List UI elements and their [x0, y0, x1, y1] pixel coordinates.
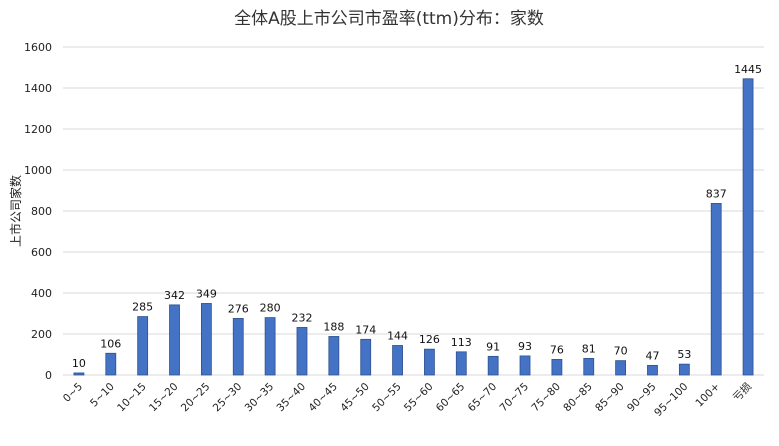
data-label: 188 — [323, 320, 344, 333]
data-label: 280 — [260, 302, 281, 315]
data-label: 53 — [677, 348, 691, 361]
data-label: 106 — [100, 337, 121, 350]
data-label: 70 — [614, 345, 628, 358]
bar — [137, 316, 149, 376]
x-axis-ticks: 0~5 5~1010~1515~2020~2525~3030~3535~4040~… — [61, 380, 755, 419]
x-tick-label: 亏损 — [730, 380, 754, 404]
y-tick-label: 0 — [45, 369, 52, 382]
y-tick-label: 1000 — [24, 164, 52, 177]
bar — [519, 355, 531, 376]
data-label: 837 — [706, 187, 727, 200]
bar — [105, 352, 117, 376]
x-tick-label: 70~75 — [498, 381, 532, 415]
x-tick-label: 30~35 — [243, 381, 277, 415]
x-tick-label: 80~85 — [561, 381, 595, 415]
bar — [360, 338, 372, 376]
bar — [647, 364, 658, 376]
data-label: 91 — [486, 340, 500, 353]
bar — [551, 359, 563, 376]
y-tick-label: 200 — [31, 328, 52, 341]
y-tick-label: 400 — [31, 287, 52, 300]
data-label: 232 — [291, 311, 312, 324]
bar — [487, 355, 499, 376]
x-tick-label: 15~20 — [147, 381, 181, 415]
bar — [710, 203, 722, 376]
x-tick-label: 60~65 — [434, 381, 468, 415]
y-tick-label: 1600 — [24, 41, 52, 54]
data-labels: 10 106 285 342 349 276 280 232 188 174 144 126 113 91… — [72, 63, 762, 370]
x-tick-label: 75~80 — [529, 381, 563, 415]
x-tick-label: 10~15 — [115, 381, 149, 415]
bar — [392, 345, 403, 376]
x-tick-label: 35~40 — [274, 381, 308, 415]
bar — [232, 318, 244, 376]
data-label: 126 — [419, 333, 440, 346]
x-tick-label: 40~45 — [306, 381, 340, 415]
x-tick-label: 95~100 — [652, 381, 690, 419]
bar — [424, 348, 435, 376]
data-label: 10 — [72, 357, 86, 370]
data-label: 349 — [196, 287, 217, 300]
bar — [73, 372, 85, 376]
bar — [678, 363, 690, 376]
bar — [742, 78, 754, 376]
bar — [583, 357, 595, 376]
data-label: 174 — [355, 323, 376, 336]
data-label: 113 — [451, 336, 472, 349]
gridlines — [63, 46, 764, 376]
data-label: 47 — [645, 349, 659, 362]
y-tick-label: 1400 — [24, 82, 52, 95]
data-label: 93 — [518, 340, 532, 353]
data-label: 1445 — [734, 63, 762, 76]
x-tick-label: 0~5 — [61, 381, 85, 405]
y-axis-ticks: 0 200 400 600 800 1000 1200 1400 1600 — [24, 41, 52, 382]
x-tick-label: 45~50 — [338, 381, 372, 415]
chart-title: 全体A股上市公司市盈率(ttm)分布：家数 — [234, 9, 544, 29]
bars — [73, 78, 754, 376]
data-label: 276 — [228, 302, 249, 315]
bar — [296, 327, 308, 376]
x-tick-label: 25~30 — [211, 381, 245, 415]
data-label: 81 — [582, 342, 596, 355]
data-label: 76 — [550, 343, 564, 356]
x-tick-label: 65~70 — [466, 381, 500, 415]
bar — [169, 304, 180, 376]
y-tick-label: 1200 — [24, 123, 52, 136]
x-tick-label: 85~90 — [593, 381, 627, 415]
y-tick-label: 800 — [31, 205, 52, 218]
bar — [328, 336, 340, 376]
y-tick-label: 600 — [31, 246, 52, 259]
bar — [615, 360, 627, 376]
x-tick-label: 20~25 — [179, 381, 213, 415]
bar — [455, 351, 467, 376]
bar — [264, 317, 276, 376]
x-tick-label: 50~55 — [370, 381, 404, 415]
x-tick-label: 100+ — [693, 381, 722, 410]
y-axis-label: 上市公司家数 — [8, 175, 23, 247]
data-label: 285 — [132, 301, 153, 314]
bar — [200, 303, 212, 376]
data-label: 144 — [387, 329, 408, 342]
data-label: 342 — [164, 289, 185, 302]
x-tick-label: 55~60 — [402, 381, 436, 415]
x-tick-label: 5~10 — [88, 381, 117, 410]
